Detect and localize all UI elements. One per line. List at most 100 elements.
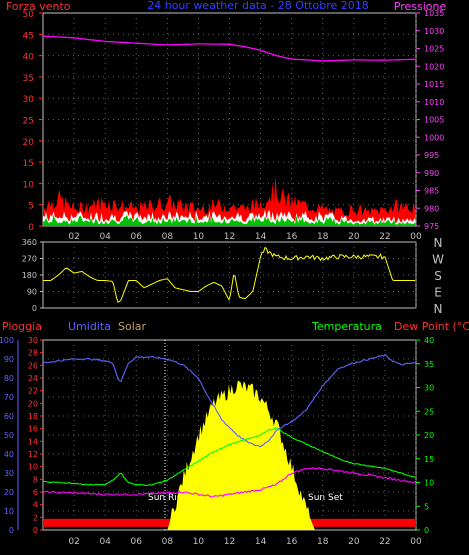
wind-x-tick-label: 10 bbox=[193, 232, 205, 242]
humidity-line bbox=[42, 353, 415, 448]
humidity-y-tick-label: 20 bbox=[4, 488, 14, 497]
pressure-y-tick-label: 975 bbox=[424, 222, 439, 231]
temp-y-tick-label: 40 bbox=[424, 336, 434, 345]
wind-y-tick-label: 5 bbox=[28, 202, 34, 212]
temp-y-tick-label: 30 bbox=[424, 384, 434, 393]
pressure-y-tick-label: 990 bbox=[424, 169, 439, 178]
rain-y-tick-label: 24 bbox=[28, 374, 38, 383]
rain-y-tick-label: 0 bbox=[33, 526, 38, 535]
temp-x-tick-label: 04 bbox=[99, 537, 111, 547]
rain-y-tick-label: 4 bbox=[33, 501, 38, 510]
rain-y-tick-label: 18 bbox=[28, 412, 38, 421]
rain-y-tick-label: 16 bbox=[28, 425, 38, 434]
rain-y-tick-label: 12 bbox=[28, 450, 38, 459]
temp-y-tick-label: 20 bbox=[424, 431, 434, 440]
humidity-y-tick-label: 90 bbox=[4, 355, 14, 364]
pressure-y-tick-label: 1035 bbox=[424, 9, 444, 18]
pressure-y-tick-label: 1005 bbox=[424, 116, 444, 125]
legend-umidita: Umidita bbox=[68, 320, 111, 333]
rain-y-tick-label: 8 bbox=[33, 475, 38, 484]
humidity-y-tick-label: 60 bbox=[4, 412, 14, 421]
rain-y-tick-label: 6 bbox=[33, 488, 38, 497]
wind-y-tick-label: 30 bbox=[23, 95, 35, 105]
chart-title: 24 hour weather data - 28 Ottobre 2018 bbox=[147, 0, 369, 12]
temp-x-tick-label: 06 bbox=[131, 537, 143, 547]
sun-rise-label: Sun Rise bbox=[148, 493, 187, 503]
temp-x-tick-label: 16 bbox=[286, 537, 298, 547]
pressure-y-tick-label: 1010 bbox=[424, 98, 444, 107]
wind-low-area bbox=[43, 214, 416, 226]
humidity-y-tick-label: 0 bbox=[9, 526, 14, 535]
legend-temperatura: Temperatura bbox=[311, 320, 382, 333]
solar-area bbox=[167, 380, 315, 530]
wind-y-tick-label: 40 bbox=[23, 53, 35, 63]
humidity-y-tick-label: 50 bbox=[4, 431, 14, 440]
temperature-line bbox=[42, 427, 416, 486]
temp-y-tick-label: 5 bbox=[424, 502, 429, 511]
pressure-axis-title: Pressione bbox=[394, 0, 447, 13]
wind-y-tick-label: 15 bbox=[23, 159, 34, 169]
compass-label: W bbox=[432, 253, 444, 267]
pressure-y-tick-label: 1000 bbox=[424, 133, 444, 142]
compass-label: E bbox=[434, 286, 442, 300]
pressure-y-tick-label: 995 bbox=[424, 151, 439, 160]
rain-y-tick-label: 28 bbox=[28, 349, 38, 358]
pressure-y-tick-label: 985 bbox=[424, 187, 439, 196]
compass-label: N bbox=[434, 302, 443, 316]
temp-y-tick-label: 10 bbox=[424, 479, 434, 488]
wind-x-tick-label: 04 bbox=[99, 232, 111, 242]
temp-y-tick-label: 15 bbox=[424, 455, 434, 464]
temp-y-tick-label: 25 bbox=[424, 407, 434, 416]
rain-y-tick-label: 26 bbox=[28, 361, 38, 370]
temp-y-tick-label: 0 bbox=[424, 526, 429, 535]
wind-x-tick-label: 00 bbox=[410, 232, 422, 242]
wind-y-tick-label: 35 bbox=[23, 74, 34, 84]
humidity-y-tick-label: 40 bbox=[4, 450, 14, 459]
dir-y-tick-label: 0 bbox=[32, 304, 37, 313]
temp-x-tick-label: 12 bbox=[224, 537, 235, 547]
wind-y-tick-label: 50 bbox=[23, 10, 35, 20]
rain-y-tick-label: 10 bbox=[28, 463, 38, 472]
legend-pioggia: Pioggia bbox=[2, 320, 42, 333]
temp-x-tick-label: 22 bbox=[379, 537, 390, 547]
wind-gust-area bbox=[43, 175, 416, 226]
wind-x-tick-label: 02 bbox=[68, 232, 79, 242]
sun-set-label: Sun Set bbox=[308, 493, 343, 503]
rain-y-tick-label: 22 bbox=[28, 387, 38, 396]
pressure-y-tick-label: 1030 bbox=[424, 27, 444, 36]
dir-y-tick-label: 270 bbox=[22, 255, 37, 264]
dir-y-tick-label: 180 bbox=[22, 271, 37, 280]
temp-x-tick-label: 14 bbox=[255, 537, 267, 547]
temp-y-tick-label: 35 bbox=[424, 360, 434, 369]
wind-y-tick-label: 45 bbox=[23, 31, 34, 41]
temp-x-tick-label: 10 bbox=[193, 537, 205, 547]
rain-y-tick-label: 30 bbox=[28, 336, 38, 345]
legend-solar: Solar bbox=[118, 320, 147, 333]
rain-y-tick-label: 14 bbox=[28, 437, 38, 446]
dir-y-tick-label: 90 bbox=[27, 288, 37, 297]
wind-x-tick-label: 18 bbox=[317, 232, 329, 242]
wind-y-tick-label: 10 bbox=[23, 180, 35, 190]
temp-x-tick-label: 20 bbox=[348, 537, 360, 547]
wind-x-tick-label: 06 bbox=[131, 232, 143, 242]
compass-label: N bbox=[434, 236, 443, 250]
wind-x-tick-label: 12 bbox=[224, 232, 235, 242]
pressure-y-tick-label: 980 bbox=[424, 204, 439, 213]
wind-y-tick-label: 20 bbox=[23, 138, 35, 148]
legend-dewpoint: Dew Point (°C) bbox=[394, 320, 469, 333]
wind-y-tick-label: 0 bbox=[28, 223, 34, 233]
pressure-y-tick-label: 1020 bbox=[424, 62, 444, 71]
dewpoint-line bbox=[42, 466, 416, 498]
pressure-y-tick-label: 1025 bbox=[424, 45, 444, 54]
temp-x-tick-label: 00 bbox=[410, 537, 422, 547]
wind-x-tick-label: 20 bbox=[348, 232, 360, 242]
humidity-y-tick-label: 10 bbox=[4, 507, 14, 516]
dir-y-tick-label: 360 bbox=[22, 238, 37, 247]
wind-x-tick-label: 22 bbox=[379, 232, 390, 242]
pressure-line bbox=[42, 35, 416, 62]
rain-y-tick-label: 2 bbox=[33, 513, 38, 522]
temp-x-tick-label: 08 bbox=[162, 537, 174, 547]
wind-y-tick-label: 25 bbox=[23, 117, 34, 127]
wind-axis-title: Forza vento bbox=[6, 0, 71, 13]
